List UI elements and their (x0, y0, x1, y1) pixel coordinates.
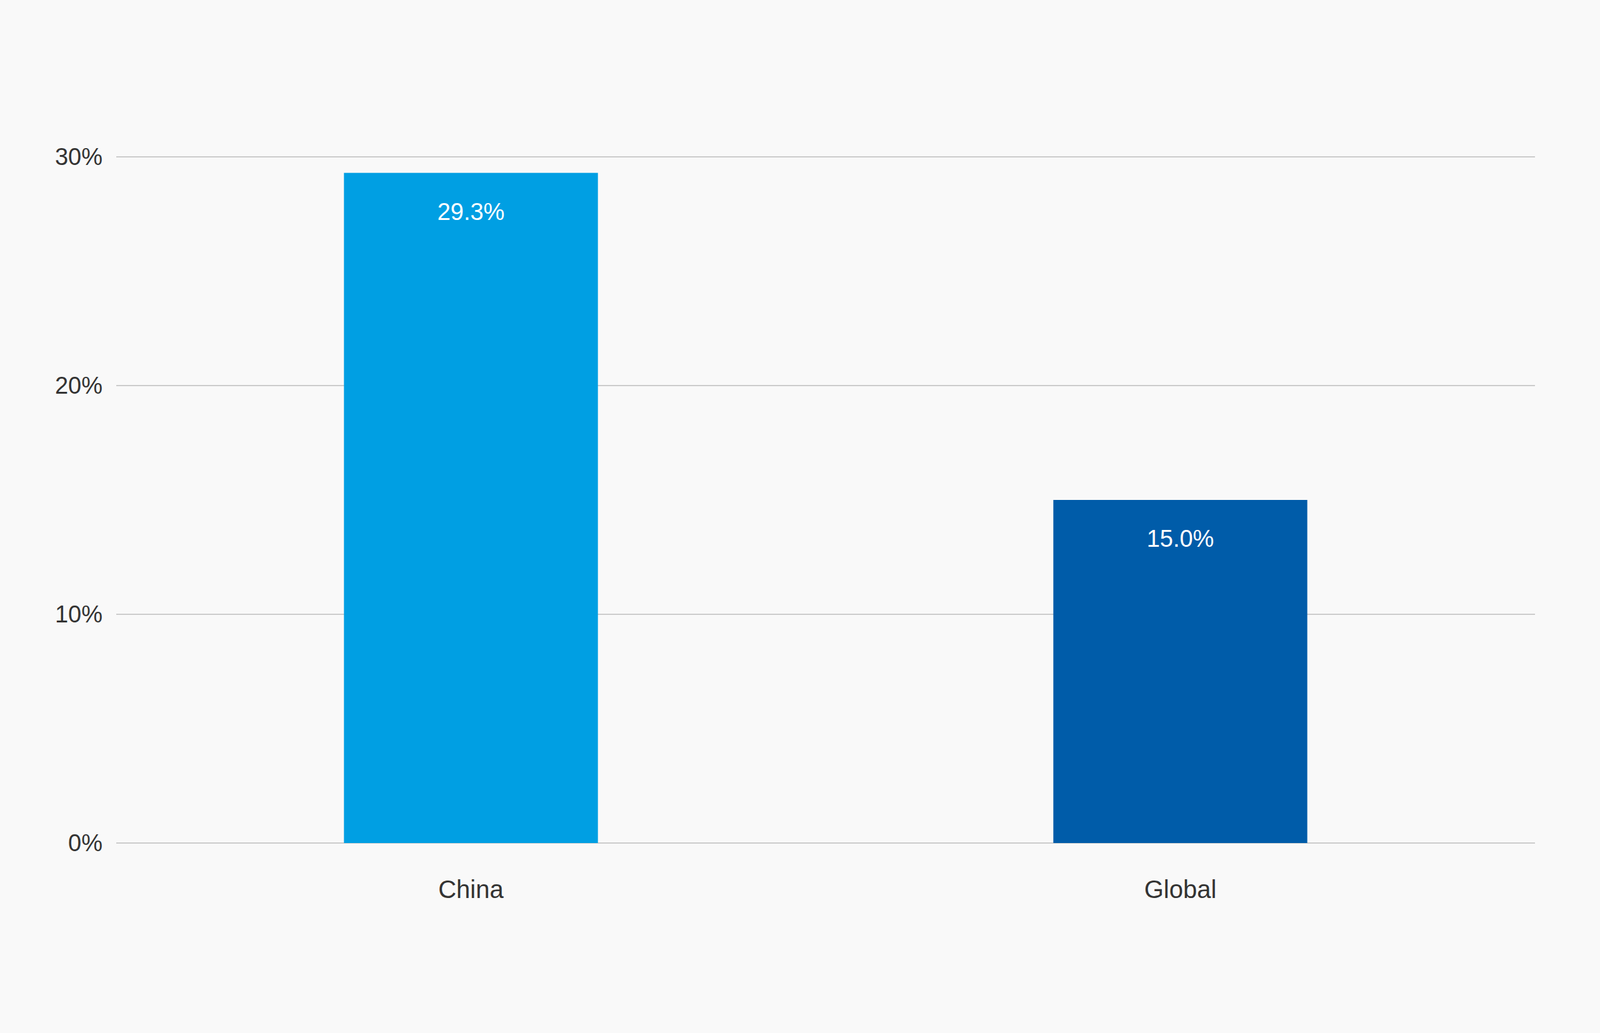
y-axis: 0% 10% 20% 30% (55, 143, 103, 857)
bars (343, 173, 1307, 844)
grid-line (116, 842, 1535, 844)
x-tick-label: China (438, 875, 504, 904)
y-tick-label: 10% (55, 601, 103, 628)
grid-line (116, 385, 1535, 387)
data-label: 29.3% (437, 198, 505, 225)
y-tick-label: 30% (55, 143, 103, 170)
grid-line (116, 156, 1535, 158)
data-labels: 29.3% 15.0% (437, 198, 1215, 552)
x-axis: China Global (438, 875, 1217, 904)
y-tick-label: 20% (55, 372, 103, 399)
grid (116, 156, 1535, 844)
x-tick-label: Global (1144, 875, 1217, 904)
grid-line (116, 613, 1535, 615)
y-tick-label: 0% (68, 830, 103, 857)
bar (343, 173, 598, 844)
bar (1053, 500, 1307, 844)
chart: 0% 10% 20% 30% 29.3% 15.0% China Global (0, 0, 1600, 1033)
background (0, 0, 1600, 1033)
data-label: 15.0% (1146, 525, 1215, 552)
